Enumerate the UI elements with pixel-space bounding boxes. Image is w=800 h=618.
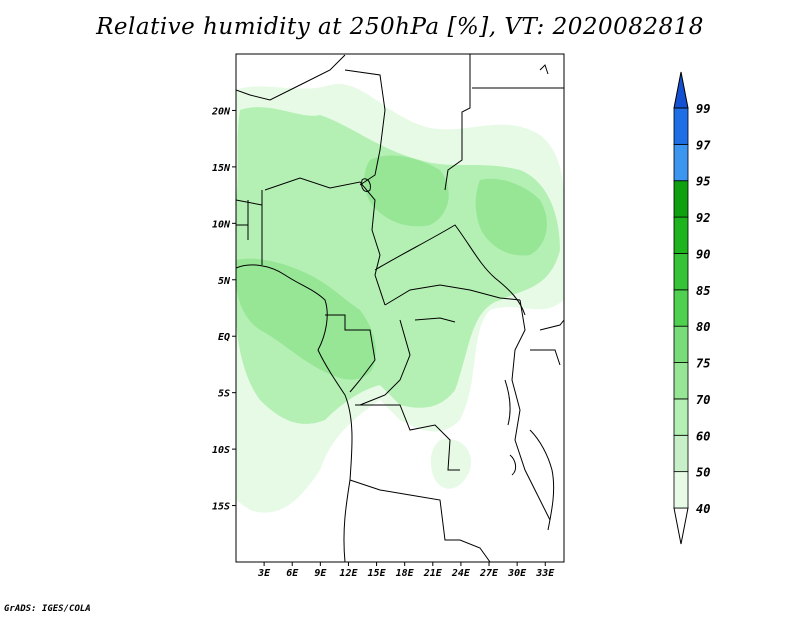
- colorbar-label: 99: [696, 102, 710, 116]
- lat-tick-label: 5N: [218, 276, 231, 287]
- lon-tick-label: 9E: [314, 568, 327, 579]
- lon-tick-label: 18E: [396, 568, 415, 579]
- border: [511, 299, 551, 521]
- colorbar-bin: [673, 143, 689, 182]
- latitude-axis: 20N 15N 10N 5N EQ 5S 10S 15S: [211, 106, 236, 513]
- colorbar-bin: [673, 216, 689, 254]
- lake: [504, 379, 511, 426]
- colorbar-label: 95: [696, 175, 710, 189]
- colorbar-lower-triangle: [673, 507, 689, 545]
- lon-tick-label: 30E: [507, 568, 527, 579]
- lon-tick-label: 3E: [257, 568, 271, 579]
- field-dark: [236, 258, 376, 380]
- lon-tick-label: 27E: [479, 568, 499, 579]
- colorbar-bin: [673, 107, 689, 145]
- lon-tick-label: 33E: [535, 568, 555, 579]
- lake: [509, 454, 517, 476]
- border: [359, 319, 411, 406]
- colorbar-label: 60: [696, 429, 710, 443]
- border: [539, 319, 564, 331]
- lat-tick-label: 20N: [211, 106, 231, 117]
- grads-credit: GrADS: IGES/COLA: [4, 604, 91, 614]
- lat-tick-label: 15S: [212, 502, 230, 513]
- colorbar-bin: [673, 398, 689, 436]
- colorbar-bin: [673, 362, 689, 400]
- colorbar-bin: [673, 434, 689, 473]
- longitude-axis: 3E 6E 9E 12E 15E 18E 21E 24E 27E 30E 33E: [257, 562, 555, 579]
- country-borders: [236, 54, 564, 562]
- border: [355, 404, 460, 471]
- colorbar-bin: [673, 471, 689, 509]
- colorbar-label: 85: [696, 284, 710, 298]
- lake: [361, 178, 371, 193]
- colorbar-upper-triangle: [673, 71, 689, 109]
- colorbar-label: 97: [696, 138, 711, 152]
- border: [529, 429, 555, 531]
- colorbar-label: 92: [696, 211, 710, 225]
- chart-title: Relative humidity at 250hPa [%], VT: 202…: [96, 14, 704, 40]
- border: [236, 54, 346, 101]
- border: [325, 314, 376, 393]
- river: [414, 317, 456, 323]
- colorbar-bin: [673, 289, 689, 327]
- border: [384, 284, 521, 306]
- lon-tick-label: 6E: [286, 568, 299, 579]
- field-dark: [475, 178, 547, 256]
- border: [344, 69, 386, 186]
- lon-tick-label: 15E: [368, 568, 387, 579]
- map-frame: [235, 53, 565, 563]
- colorbar-label: 75: [696, 357, 710, 371]
- lat-tick-label: 10N: [212, 219, 231, 230]
- lat-tick-label: EQ: [218, 332, 230, 343]
- border: [374, 224, 526, 316]
- border: [444, 54, 471, 191]
- colorbar-label: 80: [696, 320, 710, 334]
- lat-tick-label: 15N: [212, 163, 231, 174]
- border: [264, 177, 386, 306]
- colorbar: 40 50 60 70 75 80 85 90 92 95 97 99: [673, 71, 711, 545]
- lon-tick-label: 21E: [423, 568, 443, 579]
- lat-tick-label: 5S: [218, 389, 230, 400]
- colorbar-bin: [673, 180, 689, 218]
- border: [236, 199, 263, 206]
- humidity-field: [236, 84, 564, 513]
- field-light: [430, 439, 471, 489]
- island: [539, 64, 549, 75]
- colorbar-label: 50: [696, 466, 710, 480]
- lon-tick-label: 12E: [339, 568, 358, 579]
- colorbar-bin: [673, 253, 689, 291]
- colorbar-label: 70: [696, 393, 710, 407]
- lat-tick-label: 10S: [212, 445, 230, 456]
- border: [530, 349, 561, 366]
- border: [349, 479, 491, 562]
- field-dark: [364, 155, 449, 227]
- colorbar-bin: [673, 325, 689, 363]
- colorbar-label: 40: [696, 502, 710, 516]
- lon-tick-label: 24E: [451, 568, 471, 579]
- colorbar-label: 90: [696, 247, 710, 261]
- coastline: [236, 264, 353, 562]
